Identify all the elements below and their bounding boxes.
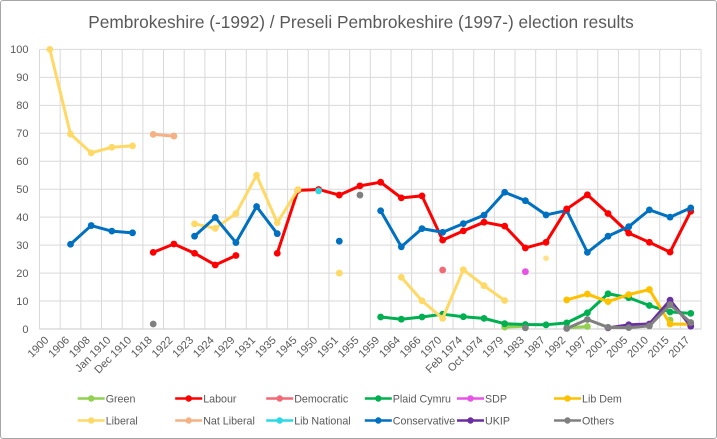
svg-text:Plaid Cymru: Plaid Cymru [393, 393, 451, 405]
svg-text:30: 30 [16, 240, 28, 252]
svg-text:70: 70 [16, 128, 28, 140]
svg-text:1979: 1979 [481, 334, 507, 360]
svg-text:1924: 1924 [191, 334, 217, 360]
svg-text:1922: 1922 [150, 334, 176, 360]
svg-text:1935: 1935 [253, 334, 279, 360]
svg-text:UKIP: UKIP [485, 415, 510, 427]
svg-text:1950: 1950 [294, 334, 320, 360]
svg-text:Others: Others [582, 415, 614, 427]
svg-text:Pembrokeshire (-1992) / Presel: Pembrokeshire (-1992) / Preseli Pembroke… [88, 12, 634, 32]
svg-text:90: 90 [16, 72, 28, 84]
svg-text:1983: 1983 [501, 334, 527, 360]
svg-text:0: 0 [22, 324, 28, 336]
svg-text:1959: 1959 [356, 334, 382, 360]
svg-text:Green: Green [106, 393, 136, 405]
svg-text:1945: 1945 [274, 334, 300, 360]
svg-text:SDP: SDP [485, 393, 507, 405]
svg-text:50: 50 [16, 184, 28, 196]
svg-text:Democratic: Democratic [294, 393, 349, 405]
svg-text:1929: 1929 [212, 334, 238, 360]
svg-text:Liberal: Liberal [106, 415, 138, 427]
svg-text:2017: 2017 [667, 334, 693, 360]
svg-text:Conservative: Conservative [393, 415, 455, 427]
svg-text:60: 60 [16, 156, 28, 168]
svg-text:1906: 1906 [46, 334, 72, 360]
svg-text:2001: 2001 [584, 334, 610, 360]
svg-text:1997: 1997 [563, 334, 589, 360]
svg-text:Nat Liberal: Nat Liberal [203, 415, 255, 427]
svg-text:1923: 1923 [170, 334, 196, 360]
svg-text:2010: 2010 [625, 334, 651, 360]
svg-text:80: 80 [16, 100, 28, 112]
svg-text:1951: 1951 [315, 334, 341, 360]
svg-text:40: 40 [16, 212, 28, 224]
svg-text:2005: 2005 [605, 334, 631, 360]
svg-text:1992: 1992 [543, 334, 569, 360]
svg-text:Lib Dem: Lib Dem [582, 393, 622, 405]
svg-text:1964: 1964 [377, 334, 403, 360]
svg-text:20: 20 [16, 268, 28, 280]
svg-text:1918: 1918 [129, 334, 155, 360]
svg-text:Lib National: Lib National [294, 415, 350, 427]
svg-text:1966: 1966 [398, 334, 424, 360]
svg-text:100: 100 [10, 44, 28, 56]
svg-text:1955: 1955 [336, 334, 362, 360]
svg-text:1987: 1987 [522, 334, 548, 360]
svg-text:1900: 1900 [26, 334, 52, 360]
svg-text:2015: 2015 [646, 334, 672, 360]
svg-text:1931: 1931 [232, 334, 258, 360]
svg-text:10: 10 [16, 296, 28, 308]
svg-text:Labour: Labour [203, 393, 237, 405]
